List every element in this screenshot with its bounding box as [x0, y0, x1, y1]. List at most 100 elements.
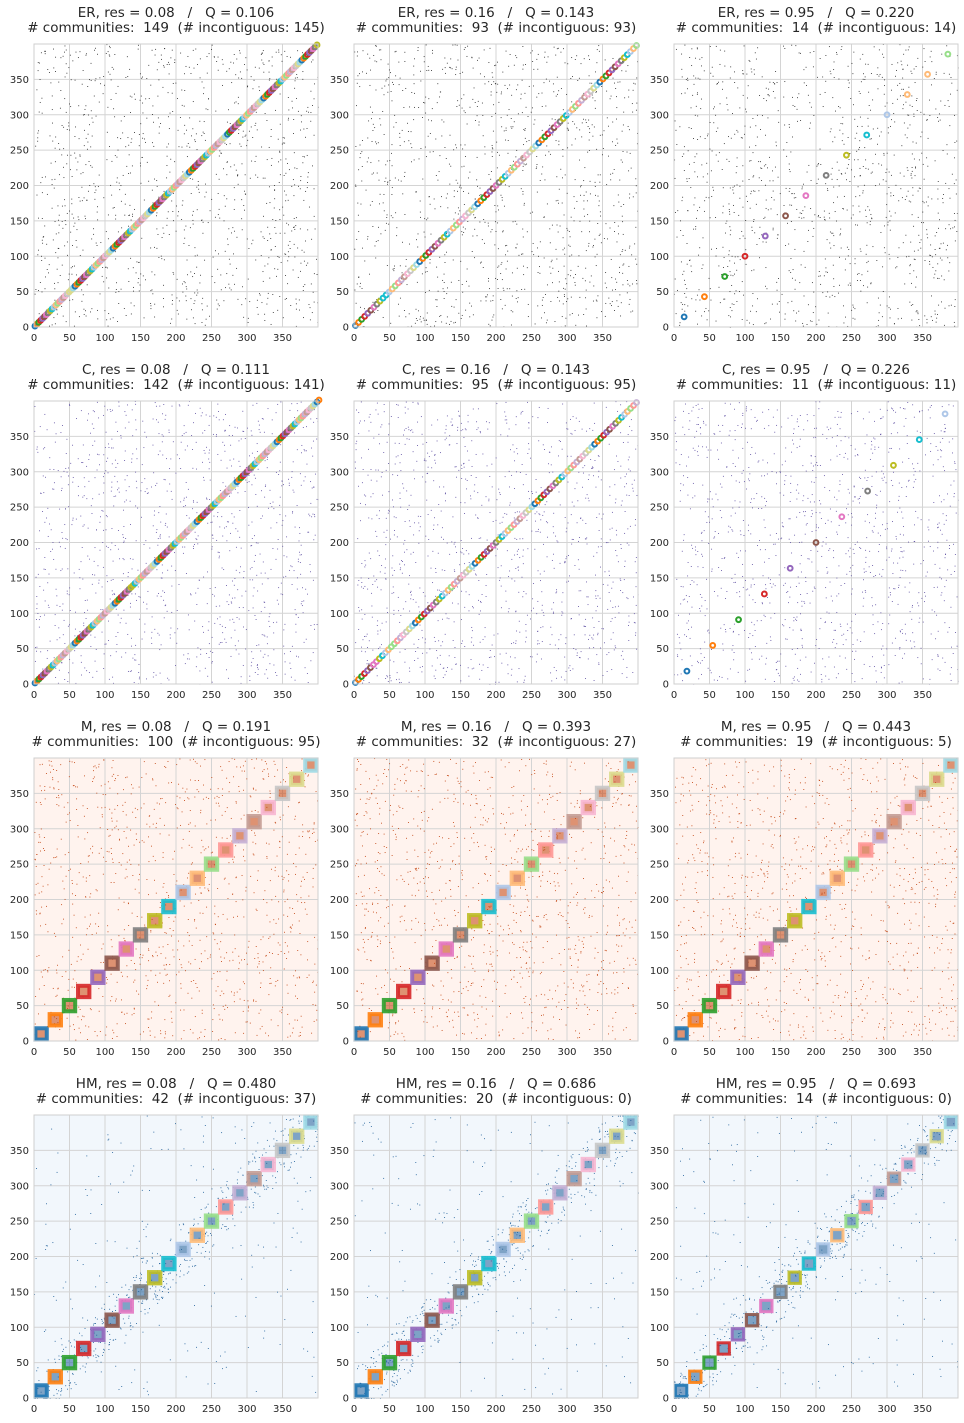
edge-dot [58, 142, 60, 144]
edge-dot [506, 114, 508, 116]
edge-dot [359, 86, 361, 88]
edge-dot [55, 677, 57, 678]
edge-dot [275, 109, 277, 111]
edge-dot [112, 207, 114, 209]
edge-dot [53, 67, 55, 69]
edge-dot [314, 228, 316, 230]
edge-dot [285, 200, 287, 202]
edge-dot [948, 188, 950, 190]
edge-dot [244, 135, 246, 137]
edge-dot [688, 127, 690, 129]
edge-dot [89, 558, 90, 560]
edge-dot [948, 105, 950, 107]
x-tick-label: 50 [703, 333, 716, 344]
edge-dot [609, 98, 611, 100]
edge-dot [733, 192, 735, 194]
edge-dot [187, 653, 189, 655]
edge-dot [288, 224, 289, 226]
edge-dot [827, 291, 829, 293]
edge-dot [907, 114, 909, 116]
edge-dot [595, 299, 597, 301]
edge-dot [45, 50, 46, 52]
edge-dot [941, 301, 942, 303]
edge-dot [112, 560, 114, 562]
edge-dot [257, 468, 259, 470]
edge-dot [798, 310, 800, 312]
edge-dot [204, 430, 206, 432]
edge-dot [260, 572, 262, 574]
edge-dot [225, 585, 227, 586]
edge-dot [729, 291, 731, 293]
edge-dot [510, 118, 512, 119]
edge-dot [611, 289, 613, 291]
edge-dot [299, 228, 301, 230]
edge-dot [249, 579, 251, 581]
edge-dot [364, 308, 365, 310]
edge-dot [750, 190, 752, 192]
edge-dot [243, 431, 245, 432]
edge-dot [44, 614, 46, 616]
edge-dot [937, 263, 939, 265]
edge-dot [505, 129, 507, 131]
y-tick-label: 0 [23, 680, 29, 691]
edge-dot [276, 621, 278, 623]
edge-dot [270, 135, 272, 137]
edge-dot [248, 481, 250, 483]
edge-dot [151, 642, 153, 644]
edge-dot [713, 106, 715, 108]
edge-dot [81, 83, 83, 85]
edge-dot [558, 140, 560, 142]
edge-dot [379, 203, 380, 205]
edge-dot [271, 506, 273, 508]
edge-dot [863, 73, 864, 75]
edge-dot [229, 495, 230, 497]
edge-dot [99, 293, 101, 295]
edge-dot [744, 125, 746, 127]
edge-dot [52, 239, 54, 241]
edge-dot [85, 105, 87, 107]
edge-dot [941, 53, 943, 55]
edge-dot [415, 191, 417, 193]
edge-dot [457, 182, 459, 184]
edge-dot [216, 434, 217, 436]
edge-dot [502, 287, 504, 289]
edge-dot [788, 124, 790, 125]
edge-dot [272, 219, 274, 220]
edge-dot [890, 308, 891, 310]
edge-dot [417, 246, 419, 248]
edge-dot [243, 316, 245, 318]
edge-dot [276, 78, 278, 80]
y-tick-label: 250 [330, 146, 349, 157]
edge-dot [706, 162, 708, 164]
edge-dot [603, 130, 605, 132]
edge-dot [208, 643, 210, 645]
edge-dot [302, 612, 304, 614]
edge-dot [294, 609, 296, 611]
edge-dot [279, 461, 281, 463]
edge-dot [230, 166, 232, 168]
edge-dot [68, 672, 69, 674]
edge-dot [87, 555, 89, 557]
edge-dot [918, 187, 920, 189]
edge-dot [177, 129, 179, 131]
edge-dot [241, 218, 243, 220]
edge-dot [498, 265, 500, 267]
edge-dot [750, 193, 752, 195]
edge-dot [81, 547, 83, 549]
edge-dot [743, 45, 745, 47]
edge-dot [503, 205, 505, 207]
edge-dot [870, 282, 872, 284]
edge-dot [573, 196, 575, 198]
edge-dot [742, 206, 744, 208]
edge-dot [164, 591, 165, 593]
edge-dot [82, 496, 84, 498]
edge-dot [49, 325, 50, 327]
edge-dot [46, 517, 47, 519]
edge-dot [119, 558, 121, 560]
edge-dot [402, 193, 404, 195]
edge-dot [491, 229, 493, 231]
edge-dot [877, 127, 879, 129]
edge-dot [228, 228, 230, 230]
edge-dot [365, 189, 367, 191]
edge-dot [745, 111, 747, 113]
